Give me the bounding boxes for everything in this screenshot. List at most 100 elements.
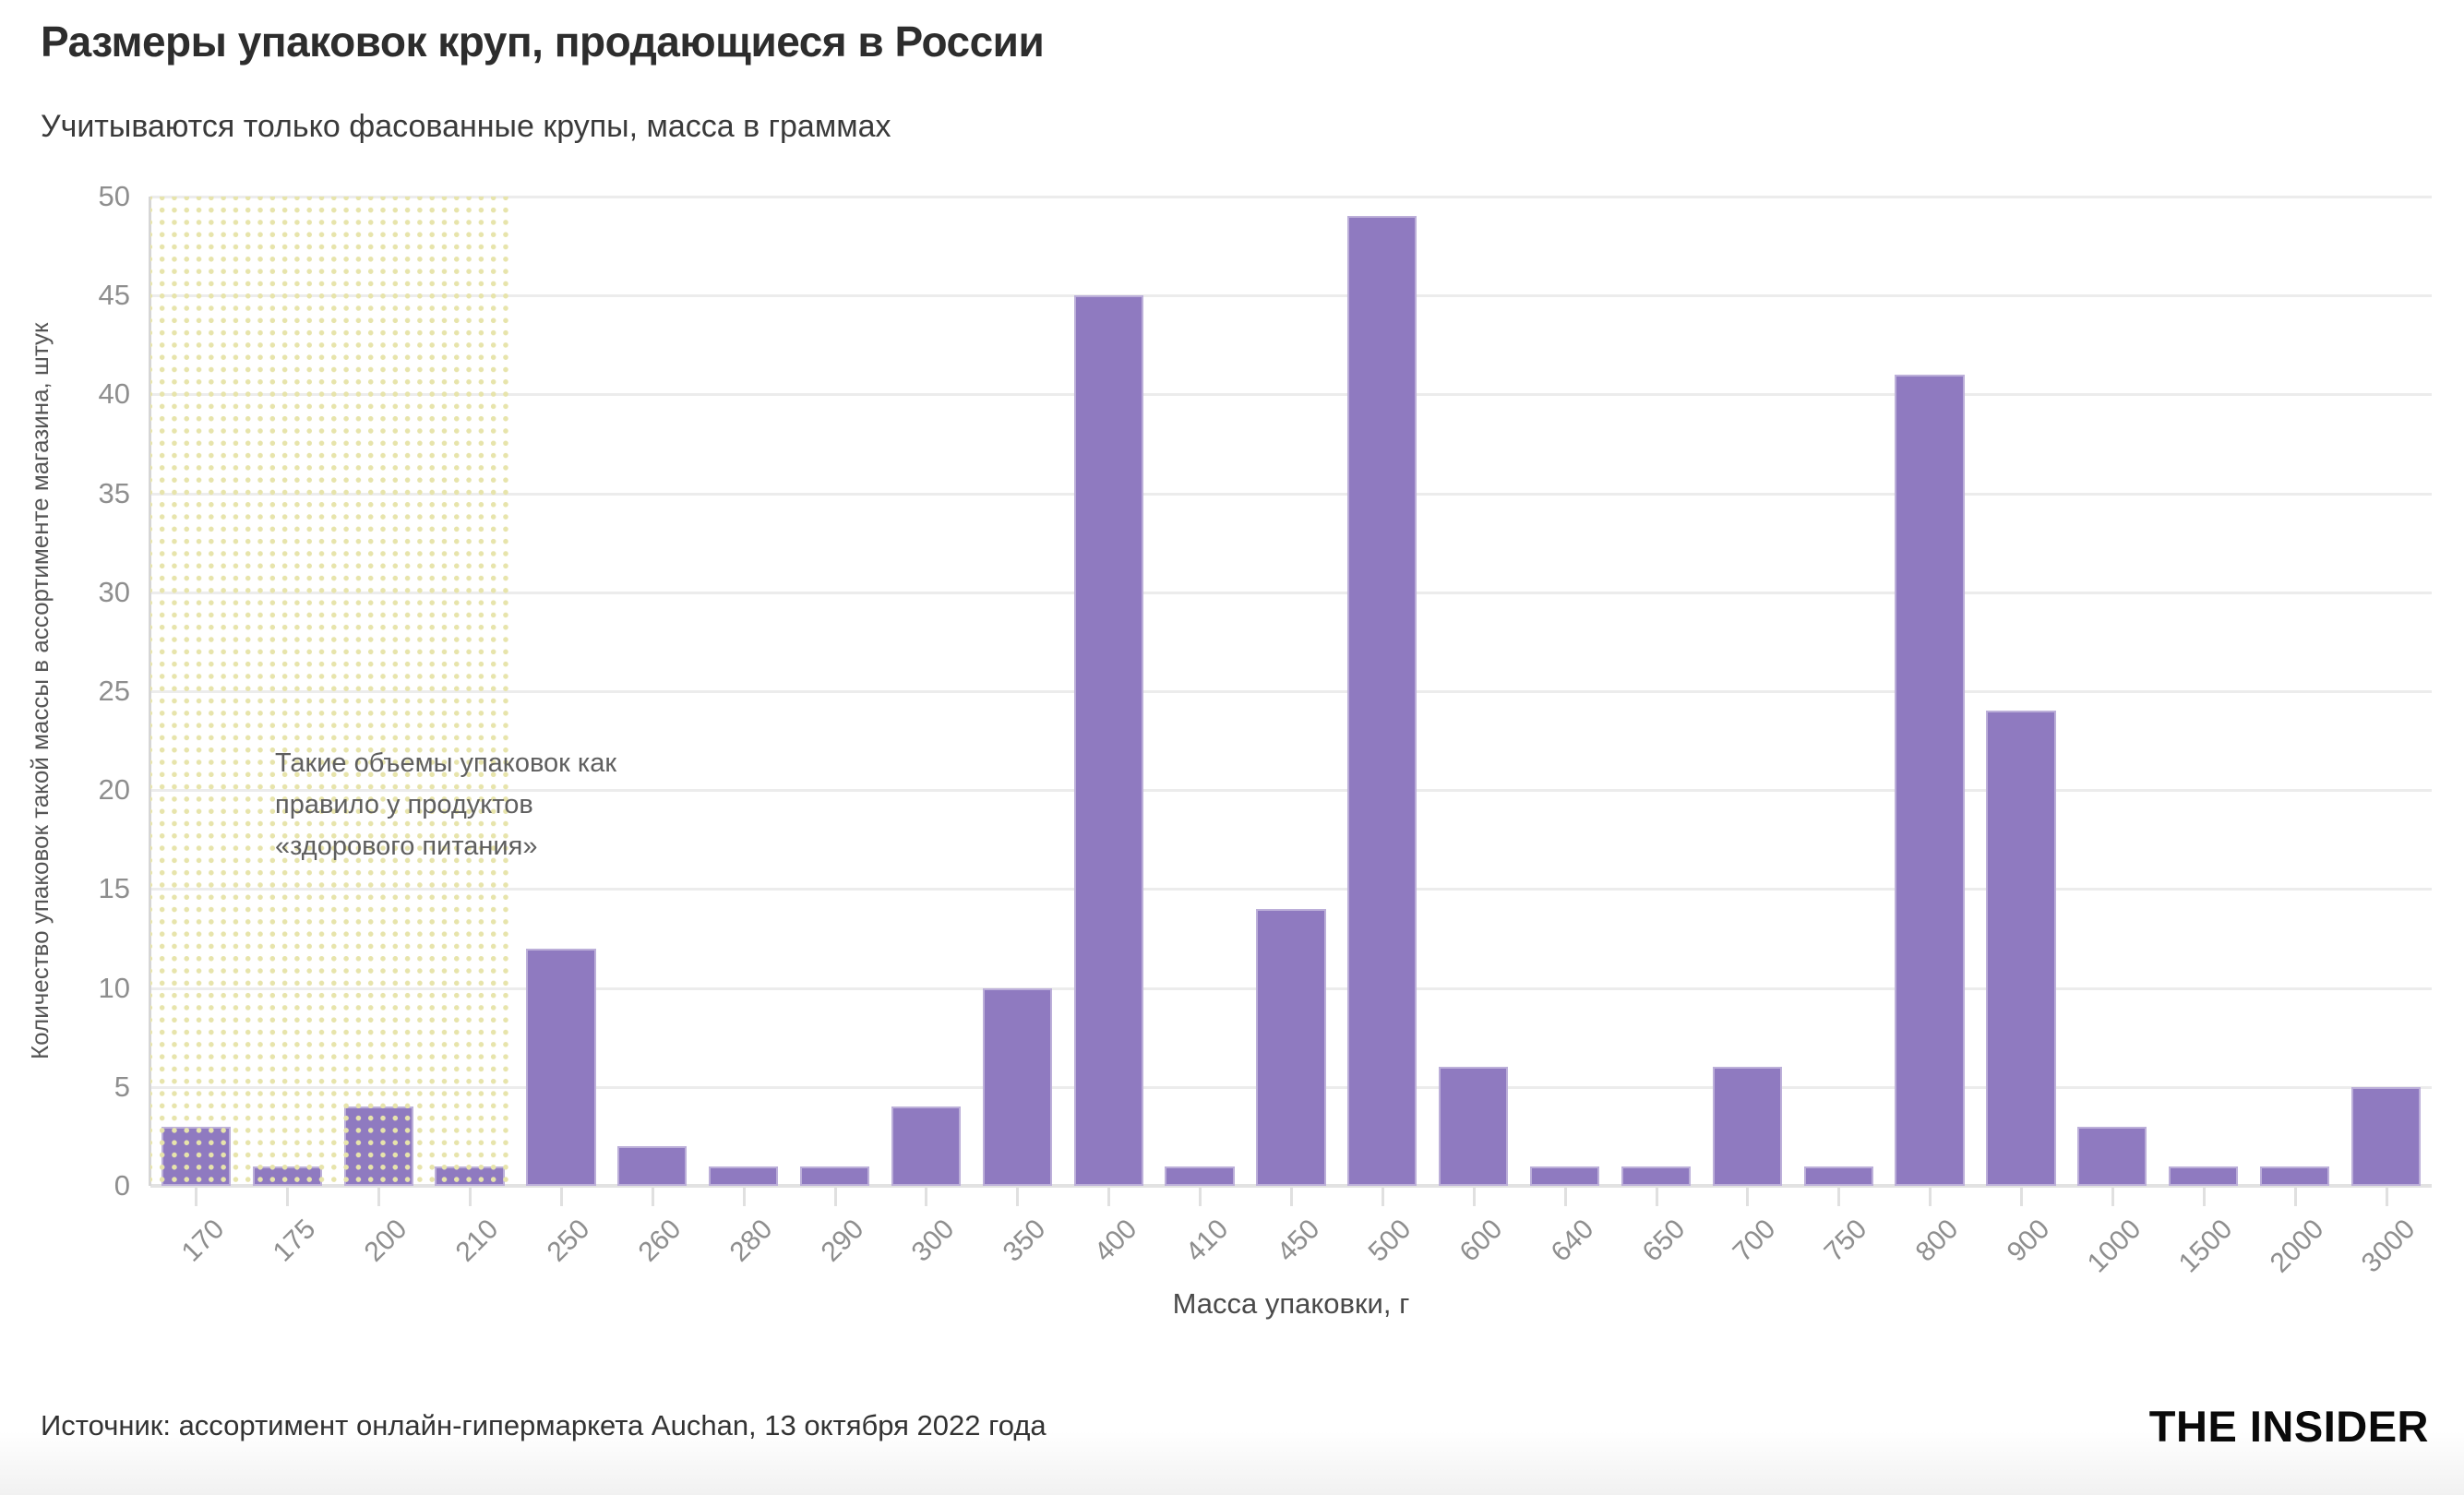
gridline-30 xyxy=(150,591,2432,594)
bar-1500 xyxy=(2169,1166,2239,1186)
x-tick-label-350: 350 xyxy=(997,1214,1052,1268)
y-tick-label-40: 40 xyxy=(98,377,130,411)
x-tick-mark-170 xyxy=(195,1188,198,1206)
y-tick-label-35: 35 xyxy=(98,476,130,509)
x-tick-label-800: 800 xyxy=(1909,1214,1965,1268)
bar-450 xyxy=(1256,908,1326,1186)
x-tick-label-1000: 1000 xyxy=(2081,1214,2147,1279)
source-note: Источник: ассортимент онлайн-гипермаркет… xyxy=(41,1409,1047,1441)
bar-750 xyxy=(1803,1166,1873,1186)
y-tick-label-5: 5 xyxy=(114,1070,130,1103)
x-tick-label-170: 170 xyxy=(176,1214,231,1268)
bar-350 xyxy=(982,987,1052,1186)
bar-500 xyxy=(1347,216,1417,1186)
x-tick-mark-2000 xyxy=(2293,1188,2297,1206)
bar-280 xyxy=(709,1166,779,1186)
bar-slot-500 xyxy=(1336,197,1428,1186)
bar-slot-450 xyxy=(1246,197,1337,1186)
bar-640 xyxy=(1529,1166,1600,1186)
gridline-35 xyxy=(150,492,2432,496)
x-tick-mark-200 xyxy=(377,1188,381,1206)
x-tick-label-210: 210 xyxy=(449,1214,505,1268)
gridline-20 xyxy=(150,789,2432,793)
x-tick-label-500: 500 xyxy=(1362,1214,1417,1268)
x-tick-label-400: 400 xyxy=(1088,1214,1143,1268)
x-tick-label-650: 650 xyxy=(1636,1214,1691,1268)
x-tick-mark-640 xyxy=(1563,1188,1567,1206)
bar-slot-900 xyxy=(1976,197,2067,1186)
bar-600 xyxy=(1439,1067,1509,1186)
y-tick-label-25: 25 xyxy=(98,675,130,707)
bar-slot-800 xyxy=(1884,197,1976,1186)
bar-2000 xyxy=(2259,1166,2330,1186)
gridline-0 xyxy=(150,1184,2432,1188)
bar-slot-3000 xyxy=(2340,197,2432,1186)
bar-410 xyxy=(1165,1166,1235,1186)
x-tick-label-900: 900 xyxy=(2001,1214,2056,1268)
x-tick-mark-410 xyxy=(1199,1188,1202,1206)
x-tick-mark-800 xyxy=(1929,1188,1932,1206)
x-tick-mark-500 xyxy=(1381,1188,1384,1206)
x-tick-mark-280 xyxy=(742,1188,746,1206)
x-tick-label-3000: 3000 xyxy=(2355,1214,2421,1279)
x-tick-label-250: 250 xyxy=(541,1214,596,1268)
gridline-45 xyxy=(150,294,2432,298)
x-tick-mark-250 xyxy=(559,1188,563,1206)
x-tick-label-290: 290 xyxy=(815,1214,869,1268)
x-tick-label-600: 600 xyxy=(1453,1214,1509,1268)
bar-3000 xyxy=(2350,1086,2421,1186)
bar-slot-700 xyxy=(1702,197,1793,1186)
highlight-dotted-region xyxy=(150,197,509,1184)
bar-800 xyxy=(1895,374,1965,1186)
gridline-40 xyxy=(150,393,2432,397)
bar-1000 xyxy=(2077,1126,2147,1186)
x-axis-title: Масса упаковки, г xyxy=(1172,1287,1410,1320)
bar-slot-1500 xyxy=(2158,197,2249,1186)
y-axis-line xyxy=(149,197,151,1186)
bar-slot-650 xyxy=(1610,197,1702,1186)
bar-400 xyxy=(1073,295,1143,1186)
x-tick-mark-210 xyxy=(469,1188,472,1206)
gridline-15 xyxy=(150,888,2432,891)
x-tick-label-280: 280 xyxy=(724,1214,779,1268)
bar-260 xyxy=(617,1146,688,1186)
x-tick-mark-650 xyxy=(1655,1188,1658,1206)
x-tick-label-750: 750 xyxy=(1818,1214,1873,1268)
annotation-text: Такие объемы упаковок как правило у прод… xyxy=(275,748,617,861)
bar-250 xyxy=(526,948,596,1186)
x-tick-mark-1500 xyxy=(2202,1188,2206,1206)
x-tick-label-1500: 1500 xyxy=(2172,1214,2239,1279)
bar-slot-290 xyxy=(789,197,880,1186)
bar-slot-2000 xyxy=(2249,197,2340,1186)
x-tick-mark-1000 xyxy=(2111,1188,2114,1206)
x-tick-label-200: 200 xyxy=(358,1214,413,1268)
x-tick-mark-750 xyxy=(1837,1188,1841,1206)
x-tick-mark-900 xyxy=(2020,1188,2024,1206)
x-tick-mark-700 xyxy=(1746,1188,1750,1206)
x-tick-mark-600 xyxy=(1472,1188,1476,1206)
x-tick-label-300: 300 xyxy=(906,1214,961,1268)
x-tick-label-700: 700 xyxy=(1727,1214,1782,1268)
bar-slot-640 xyxy=(1519,197,1610,1186)
bar-slot-350 xyxy=(972,197,1063,1186)
bar-slot-300 xyxy=(880,197,972,1186)
x-tick-mark-175 xyxy=(286,1188,290,1206)
x-tick-label-640: 640 xyxy=(1545,1214,1599,1268)
bar-290 xyxy=(799,1166,870,1186)
y-tick-label-50: 50 xyxy=(98,180,130,212)
bar-900 xyxy=(1986,711,2056,1186)
x-tick-label-260: 260 xyxy=(632,1214,688,1268)
x-tick-mark-260 xyxy=(651,1188,654,1206)
x-tick-mark-3000 xyxy=(2385,1188,2388,1206)
chart-subtitle: Учитываются только фасованные крупы, мас… xyxy=(41,109,891,144)
x-tick-label-410: 410 xyxy=(1179,1214,1235,1268)
x-tick-mark-350 xyxy=(1016,1188,1020,1206)
bar-slot-600 xyxy=(1428,197,1519,1186)
chart-title: Размеры упаковок круп, продающиеся в Рос… xyxy=(41,18,1045,66)
bar-700 xyxy=(1712,1067,1782,1186)
y-tick-label-45: 45 xyxy=(98,279,130,312)
plot-area: Такие объемы упаковок как правило у прод… xyxy=(99,180,2432,1279)
bar-slot-400 xyxy=(1063,197,1154,1186)
bar-slot-280 xyxy=(698,197,789,1186)
